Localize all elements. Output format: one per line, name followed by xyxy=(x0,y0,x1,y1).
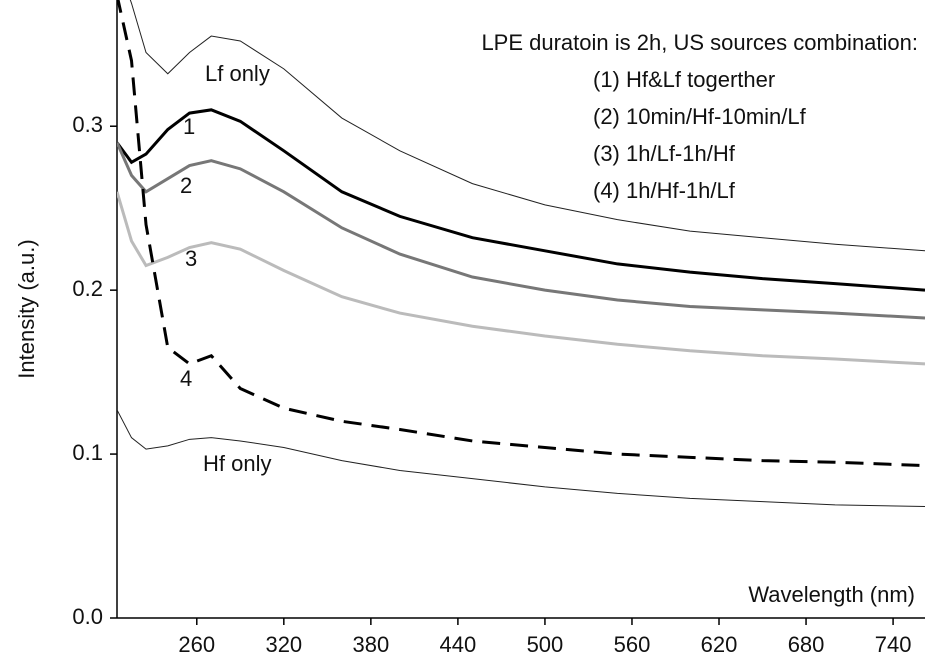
series-line xyxy=(129,0,925,252)
x-tick-label: 620 xyxy=(701,632,738,657)
annotation: LPE duratoin is 2h, US sources combinati… xyxy=(481,30,918,55)
series-label: 1 xyxy=(183,114,195,139)
series-line xyxy=(117,0,925,468)
x-tick-label: 260 xyxy=(178,632,215,657)
annotation: (1) Hf&Lf togerther xyxy=(593,67,775,92)
series-line xyxy=(117,142,925,320)
series-line xyxy=(117,409,925,508)
annotation: (4) 1h/Hf-1h/Lf xyxy=(593,178,736,203)
x-tick-label: 320 xyxy=(265,632,302,657)
y-tick-label: 0.3 xyxy=(72,112,103,137)
y-axis-label: Intensity (a.u.) xyxy=(14,239,39,378)
x-tick-label: 380 xyxy=(353,632,390,657)
x-axis-label: Wavelength (nm) xyxy=(748,582,915,607)
series-label: Lf only xyxy=(205,61,270,86)
x-tick-label: 740 xyxy=(875,632,912,657)
y-tick-label: 0.1 xyxy=(72,440,103,465)
annotation: (2) 10min/Hf-10min/Lf xyxy=(593,104,807,129)
series-line xyxy=(117,108,925,292)
annotation: (3) 1h/Lf-1h/Hf xyxy=(593,141,736,166)
x-tick-label: 500 xyxy=(527,632,564,657)
series-label: 3 xyxy=(185,246,197,271)
series-label: 2 xyxy=(180,173,192,198)
x-tick-label: 440 xyxy=(440,632,477,657)
series-line xyxy=(117,191,925,366)
series-label: Hf only xyxy=(203,451,271,476)
y-tick-label: 0.2 xyxy=(72,276,103,301)
x-tick-label: 680 xyxy=(788,632,825,657)
y-tick-label: 0.0 xyxy=(72,604,103,629)
series-label: 4 xyxy=(180,366,192,391)
x-tick-label: 560 xyxy=(614,632,651,657)
